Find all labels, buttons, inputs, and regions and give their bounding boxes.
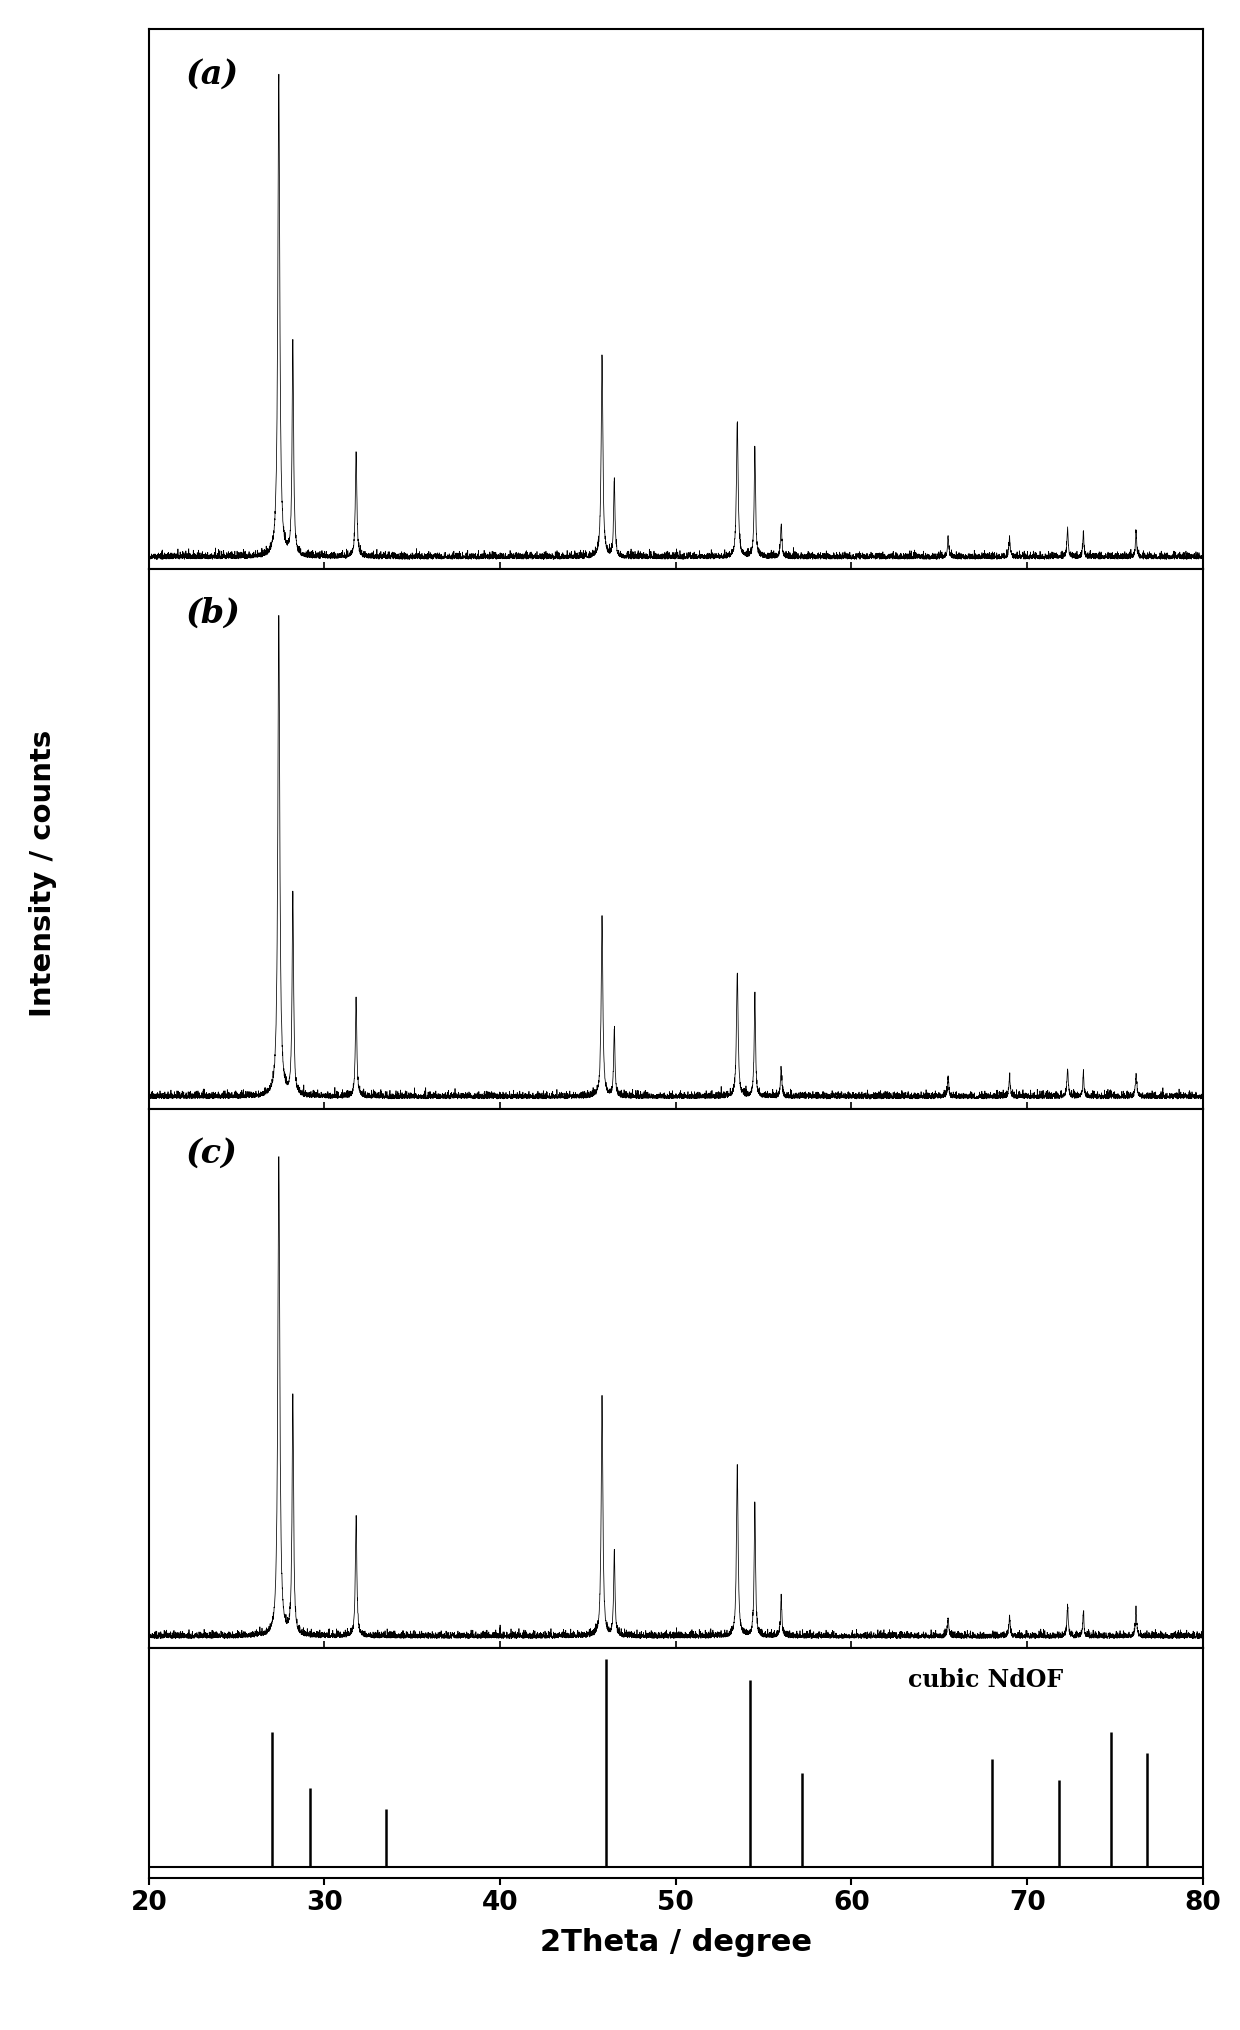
Text: cubic NdOF: cubic NdOF — [908, 1667, 1063, 1691]
Text: (c): (c) — [186, 1137, 238, 1169]
Text: (b): (b) — [186, 597, 241, 629]
X-axis label: 2Theta / degree: 2Theta / degree — [539, 1926, 812, 1955]
Text: Intensity / counts: Intensity / counts — [30, 729, 57, 1017]
Text: (a): (a) — [186, 57, 239, 91]
